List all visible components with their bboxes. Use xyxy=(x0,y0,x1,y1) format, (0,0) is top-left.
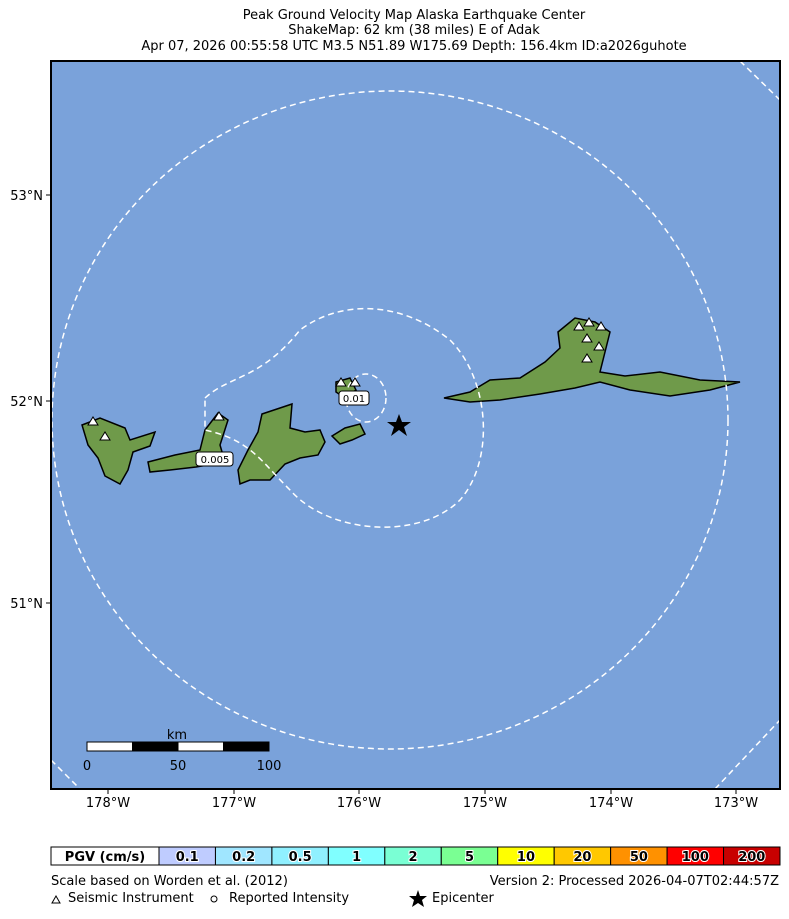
legend-label: 200 xyxy=(738,850,765,865)
lon-label: 174°W xyxy=(589,796,633,811)
legend-cell xyxy=(723,846,781,866)
epicenter xyxy=(387,414,411,436)
lat-label: 52°N xyxy=(10,395,43,410)
lon-label: 175°W xyxy=(463,796,507,811)
legend-label: 20 xyxy=(573,850,591,865)
lon-label: 176°W xyxy=(337,796,381,811)
legend-label: 5 xyxy=(465,850,474,865)
title: Peak Ground Velocity Map Alaska Earthqua… xyxy=(243,8,586,23)
legend: PGV (cm/s) 0.1 0.2 0.5 1 2 5 10 20 50 100 200 xyxy=(50,846,781,866)
reference: Scale based on Worden et al. (2012) xyxy=(51,874,288,889)
legend-label: 10 xyxy=(517,850,535,865)
epicenter-icon xyxy=(409,890,427,907)
version: Version 2: Processed 2026-04-07T02:44:57… xyxy=(490,874,779,889)
map-frame xyxy=(50,60,781,790)
scale-label: 0 xyxy=(83,759,91,774)
event-info: Apr 07, 2026 00:55:58 UTC M3.5 N51.89 W1… xyxy=(141,39,686,54)
scale-label: 100 xyxy=(257,759,282,774)
lon-label: 177°W xyxy=(212,796,256,811)
contour-label-box xyxy=(195,451,234,467)
instrument-icon xyxy=(51,894,61,904)
legend-label: 0.2 xyxy=(232,850,255,865)
map-content: 0.01 0.005 km 0 50 100 xyxy=(51,61,780,789)
legend-title: PGV (cm/s) xyxy=(65,850,145,865)
subtitle: ShakeMap: 62 km (38 miles) E of Adak xyxy=(288,23,540,38)
legend-label: 100 xyxy=(682,850,709,865)
instruments xyxy=(87,317,607,441)
lat-label: 53°N xyxy=(10,189,43,204)
legend-label: 2 xyxy=(409,850,418,865)
epicenter-legend: Epicenter xyxy=(432,891,495,906)
contour-label: 0.005 xyxy=(201,455,230,466)
legend-label: 50 xyxy=(630,850,648,865)
intensity-legend: Reported Intensity xyxy=(229,891,349,906)
lat-label: 51°N xyxy=(10,597,43,612)
legend-label: 0.5 xyxy=(289,850,312,865)
scale-unit: km xyxy=(167,728,187,743)
contour-label: 0.01 xyxy=(343,394,365,405)
instrument-legend: Seismic Instrument xyxy=(68,891,194,906)
ocean xyxy=(51,61,780,789)
intensity-icon xyxy=(210,895,218,903)
contour-label-box xyxy=(338,390,370,406)
scale-label: 50 xyxy=(170,759,187,774)
legend-label: 0.1 xyxy=(176,850,199,865)
legend-label: 1 xyxy=(352,850,361,865)
scale-bar: km 0 50 100 xyxy=(83,728,282,774)
lon-label: 173°W xyxy=(714,796,758,811)
contours xyxy=(51,61,780,789)
lon-label: 178°W xyxy=(86,796,130,811)
